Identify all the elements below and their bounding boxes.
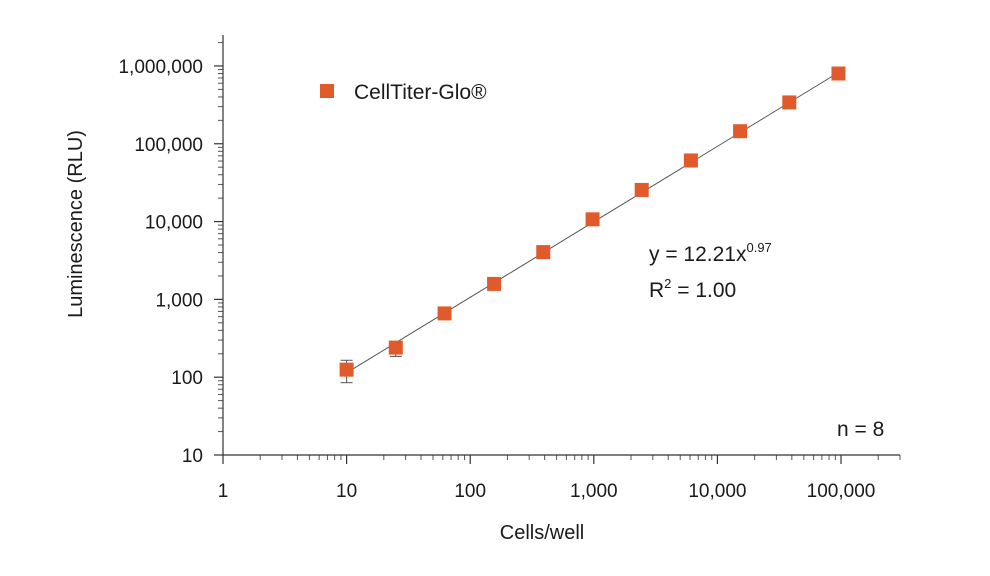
x-axis-title: Cells/well: [500, 522, 584, 544]
y-tick-label: 10,000: [145, 213, 203, 234]
x-tick-label: 10: [336, 481, 357, 502]
x-tick-label: 100: [454, 481, 486, 502]
data-points: [339, 66, 846, 377]
data-point: [536, 245, 551, 260]
data-point: [634, 182, 649, 197]
data-point: [388, 340, 403, 355]
y-major-ticks: [214, 65, 223, 456]
y-tick-label: 100: [171, 368, 203, 389]
data-point: [733, 124, 748, 139]
data-point: [487, 276, 502, 291]
x-minor-ticks: [259, 455, 901, 460]
x-tick-labels: 1 10 100 1,000 10,000 100,000: [218, 481, 876, 502]
data-point: [683, 153, 698, 168]
legend-marker: [320, 84, 334, 98]
y-tick-label: 100,000: [134, 135, 203, 156]
x-tick-label: 10,000: [688, 481, 746, 502]
data-point: [831, 66, 846, 81]
data-point: [437, 306, 452, 321]
x-tick-label: 1: [218, 481, 229, 502]
x-tick-label: 100,000: [807, 481, 876, 502]
legend-label: CellTiter-Glo®: [354, 81, 487, 104]
y-tick-label: 1,000: [155, 290, 203, 311]
error-bars: [340, 72, 845, 384]
x-tick-label: 1,000: [570, 481, 618, 502]
y-axis-title: Luminescence (RLU): [65, 130, 87, 318]
y-tick-labels: 10 100 1,000 10,000 100,000 1,000,000: [118, 57, 203, 467]
y-minor-ticks: [218, 42, 223, 433]
x-major-ticks: [222, 455, 842, 464]
legend: CellTiter-Glo®: [320, 81, 487, 104]
y-tick-label: 1,000,000: [118, 57, 203, 78]
r-squared: R2 = 1.00: [649, 276, 736, 302]
data-point: [339, 362, 354, 377]
data-point: [782, 95, 797, 110]
y-tick-label: 10: [182, 446, 203, 467]
n-label: n = 8: [837, 418, 884, 441]
fit-equation: y = 12.21x0.97: [649, 240, 772, 266]
data-point: [585, 212, 600, 227]
